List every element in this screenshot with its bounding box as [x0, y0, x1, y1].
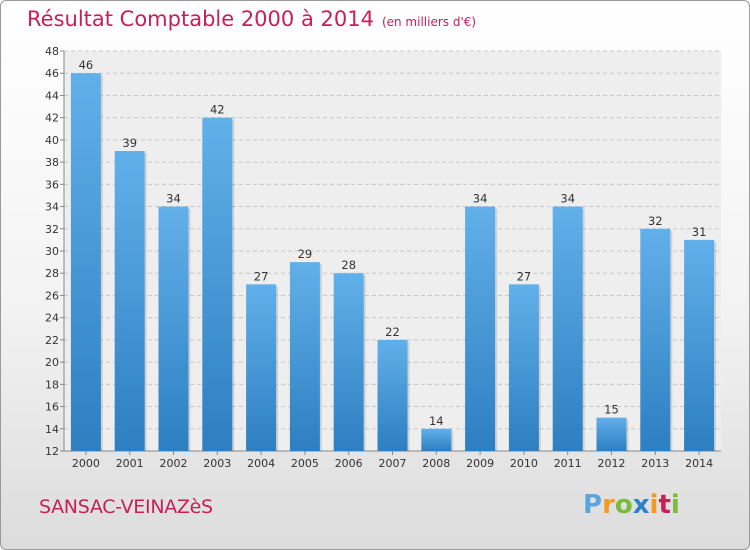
bar-2013 — [640, 228, 671, 451]
y-tick-label: 20 — [45, 356, 59, 369]
bar-value-label: 42 — [210, 103, 225, 117]
x-tick-label: 2013 — [641, 457, 669, 470]
bar-value-label: 29 — [298, 247, 313, 261]
chart-title: Résultat Comptable 2000 à 2014 (en millie… — [27, 7, 476, 31]
x-tick-label: 2012 — [598, 457, 626, 470]
bar-value-label: 22 — [385, 325, 400, 339]
proxiti-logo: Proxiti — [583, 490, 680, 520]
y-tick-label: 24 — [45, 312, 59, 325]
x-tick-label: 2007 — [379, 457, 407, 470]
y-tick-label: 42 — [45, 112, 59, 125]
x-tick-label: 2005 — [291, 457, 319, 470]
bar-value-label: 46 — [79, 58, 94, 72]
bar-2007 — [377, 339, 408, 451]
bar-2004 — [246, 284, 277, 451]
bar-2003 — [202, 117, 233, 452]
bar-2011 — [552, 206, 583, 451]
x-tick-label: 2008 — [422, 457, 450, 470]
bar-2008 — [421, 428, 452, 451]
bar-value-label: 28 — [341, 258, 356, 272]
bar-value-label: 34 — [166, 192, 181, 206]
x-tick-label: 2010 — [510, 457, 538, 470]
bar-2012 — [596, 417, 627, 451]
bar-value-label: 39 — [122, 136, 137, 150]
bar-2009 — [465, 206, 496, 451]
y-tick-label: 38 — [45, 156, 59, 169]
y-tick-label: 34 — [45, 201, 59, 214]
bar-value-label: 14 — [429, 414, 444, 428]
y-tick-label: 32 — [45, 223, 59, 236]
x-tick-label: 2001 — [116, 457, 144, 470]
bar-value-label: 27 — [254, 269, 269, 283]
y-tick-label: 44 — [45, 89, 59, 102]
y-tick-label: 28 — [45, 267, 59, 280]
bar-value-label: 34 — [473, 192, 488, 206]
x-tick-label: 2003 — [203, 457, 231, 470]
y-tick-label: 26 — [45, 289, 59, 302]
chart-title-text: Résultat Comptable 2000 à 2014 — [27, 7, 374, 31]
bar-value-label: 34 — [560, 192, 575, 206]
commune-name: SANSAC-VEINAZèS — [39, 496, 213, 518]
y-tick-label: 18 — [45, 378, 59, 391]
x-tick-label: 2004 — [247, 457, 275, 470]
bar-value-label: 15 — [604, 403, 619, 417]
bar-2014 — [684, 239, 715, 451]
bar-2000 — [70, 73, 101, 451]
bar-2001 — [114, 151, 145, 451]
y-tick-label: 12 — [45, 445, 59, 458]
y-tick-label: 46 — [45, 67, 59, 80]
chart-unit: (en milliers d'€) — [381, 15, 477, 29]
y-tick-label: 40 — [45, 134, 59, 147]
bar-value-label: 31 — [692, 225, 707, 239]
bar-2006 — [333, 273, 364, 451]
x-tick-label: 2002 — [160, 457, 188, 470]
x-tick-label: 2014 — [685, 457, 713, 470]
bar-2002 — [158, 206, 189, 451]
bar-2010 — [508, 284, 539, 451]
y-tick-label: 48 — [45, 45, 59, 58]
bar-value-label: 27 — [517, 269, 532, 283]
x-tick-label: 2000 — [72, 457, 100, 470]
x-tick-label: 2009 — [466, 457, 494, 470]
bar-value-label: 32 — [648, 214, 663, 228]
bar-2005 — [289, 262, 320, 451]
y-tick-label: 36 — [45, 178, 59, 191]
y-tick-label: 30 — [45, 245, 59, 258]
y-tick-label: 16 — [45, 401, 59, 414]
x-tick-label: 2011 — [554, 457, 582, 470]
x-tick-label: 2006 — [335, 457, 363, 470]
y-tick-label: 14 — [45, 423, 59, 436]
y-tick-label: 22 — [45, 334, 59, 347]
